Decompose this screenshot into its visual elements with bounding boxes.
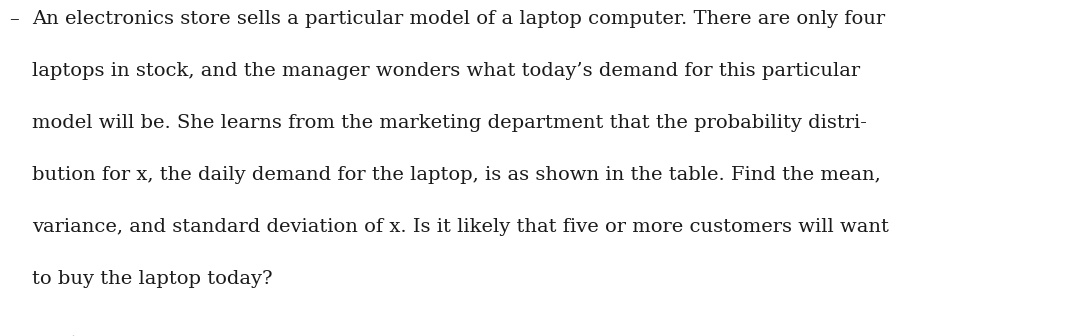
Text: to buy the laptop today?: to buy the laptop today? xyxy=(32,270,273,289)
Text: variance, and standard deviation of x. Is it likely that five or more customers : variance, and standard deviation of x. I… xyxy=(32,218,889,237)
Text: An electronics store sells a particular model of a laptop computer. There are on: An electronics store sells a particular … xyxy=(32,10,886,28)
Text: laptops in stock, and the manager wonders what today’s demand for this particula: laptops in stock, and the manager wonder… xyxy=(32,62,861,80)
Text: –: – xyxy=(9,10,18,28)
Text: bution for x, the daily demand for the laptop, is as shown in the table. Find th: bution for x, the daily demand for the l… xyxy=(32,166,881,184)
Text: model will be. She learns from the marketing department that the probability dis: model will be. She learns from the marke… xyxy=(32,114,867,132)
